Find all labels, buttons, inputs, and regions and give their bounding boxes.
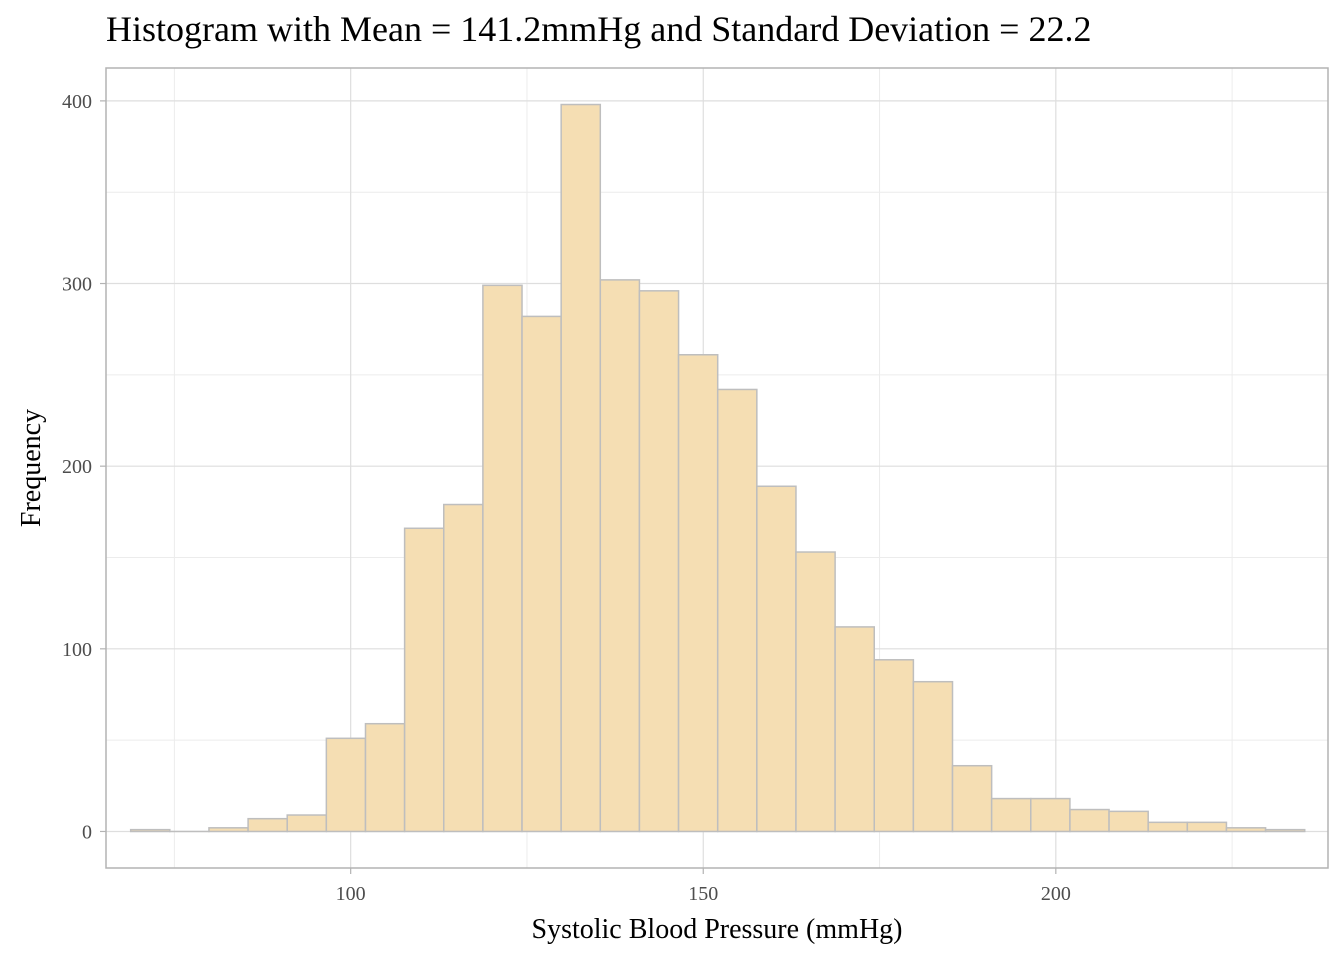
histogram-bar-20	[912, 680, 954, 833]
histogram-bar-21	[951, 764, 993, 833]
histogram-bar-28	[1225, 827, 1267, 833]
chart-title: Histogram with Mean = 141.2mmHg and Stan…	[106, 9, 1092, 49]
histogram-bar-11	[560, 103, 602, 833]
histogram-bar-18	[834, 626, 875, 833]
y-tick-label: 300	[62, 274, 92, 296]
histogram-bars	[129, 103, 1306, 833]
x-axis-title: Systolic Blood Pressure (mmHg)	[532, 914, 903, 945]
histogram-bar-15	[716, 388, 758, 833]
y-tick-label: 100	[62, 639, 92, 661]
histogram-bar-7	[403, 527, 445, 833]
histogram-bar-17	[795, 551, 836, 833]
histogram-bar-13	[638, 290, 680, 833]
histogram-bar-25	[1108, 810, 1149, 833]
histogram-bar-29	[1264, 828, 1306, 833]
x-tick-label: 150	[688, 883, 718, 905]
histogram-bar-5	[325, 737, 367, 833]
x-axis-ticks: 100 150 200	[336, 868, 1071, 905]
histogram-bar-16	[756, 485, 797, 833]
histogram-bar-8	[443, 503, 484, 833]
histogram-bar-27	[1186, 821, 1228, 833]
histogram-bar-22	[990, 797, 1032, 833]
histogram-bar-4	[286, 814, 328, 833]
histogram-bar-0	[129, 828, 171, 833]
y-tick-label: 400	[62, 91, 92, 113]
panel-border	[105, 67, 1329, 869]
histogram-bar-9	[482, 284, 523, 833]
y-tick-label: 200	[62, 456, 92, 478]
histogram-bar-6	[364, 722, 406, 833]
histogram-bar-3	[247, 817, 288, 833]
histogram-bar-24	[1069, 808, 1110, 833]
histogram-bar-19	[873, 659, 915, 833]
histogram-bar-10	[521, 315, 562, 833]
histogram-bar-14	[677, 354, 719, 833]
histogram-bar-23	[1030, 797, 1071, 833]
histogram-bar-26	[1147, 821, 1189, 833]
y-axis-title: Frequency	[16, 409, 47, 527]
y-axis-ticks: 0 100 200 300 400	[62, 91, 106, 843]
x-tick-label: 200	[1041, 883, 1071, 905]
histogram-bar-12	[599, 279, 641, 833]
histogram-bar-2	[208, 827, 249, 833]
x-tick-label: 100	[336, 883, 366, 905]
y-tick-label: 0	[82, 821, 92, 843]
